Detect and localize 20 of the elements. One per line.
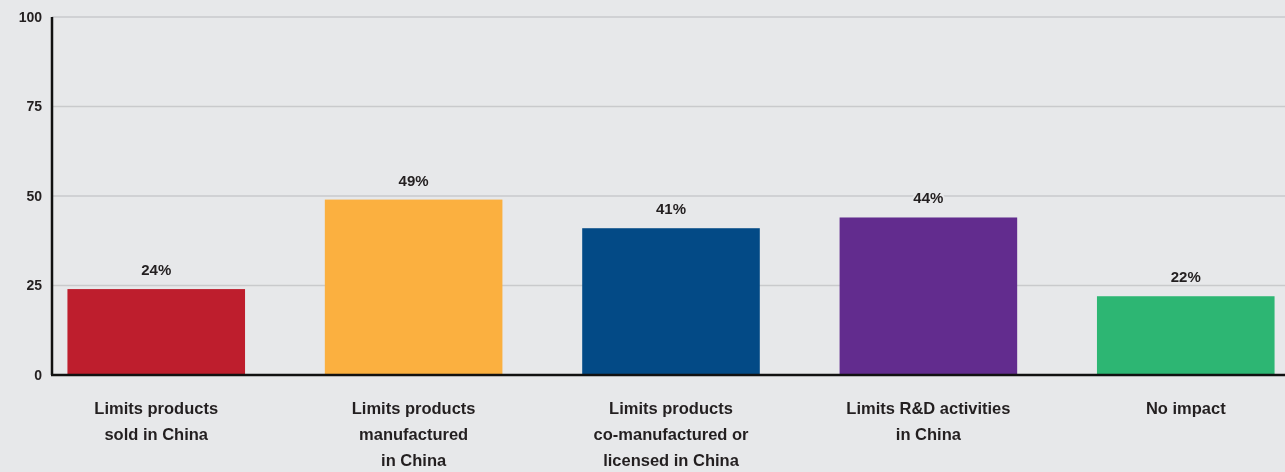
data-label: 49% (398, 171, 429, 189)
bar (839, 217, 1018, 375)
x-tick-label: No impact (1145, 399, 1227, 417)
y-tick-label: 0 (34, 366, 43, 383)
x-tick-label: Limits products manufactured in China (351, 399, 476, 469)
x-tick-label: Limits products co-manufactured or licensed in China (593, 399, 750, 469)
bar (582, 228, 760, 375)
y-tick-label: 75 (26, 98, 43, 115)
data-label: 41% (655, 200, 687, 218)
data-label: 24% (141, 261, 172, 279)
x-tick-label: Limits R&D activities in China (846, 399, 1011, 443)
bar (67, 289, 246, 375)
y-tick-label: 100 (18, 8, 43, 25)
x-tick-label: Limits products sold in China (94, 399, 219, 443)
data-label: 22% (1170, 268, 1201, 286)
bar (1096, 296, 1275, 375)
data-label: 44% (913, 189, 944, 207)
y-tick-label: 50 (26, 187, 43, 204)
bar (324, 199, 503, 375)
y-tick-label: 25 (26, 277, 43, 294)
